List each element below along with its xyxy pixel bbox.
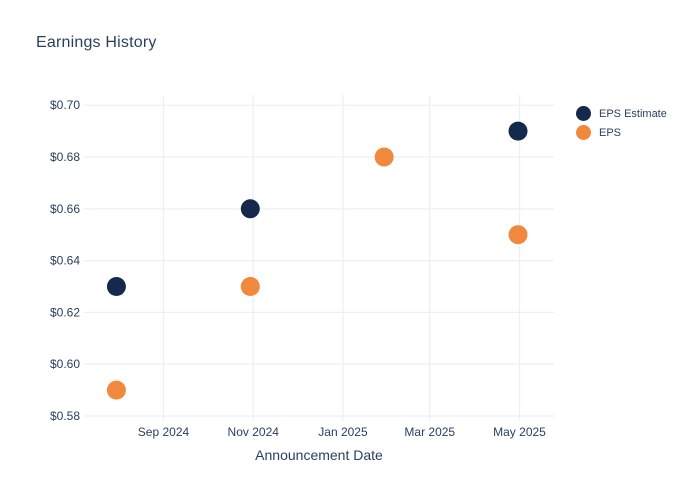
y-tick-label: $0.66 xyxy=(50,202,80,216)
x-tick-label: Sep 2024 xyxy=(138,425,190,439)
x-tick-label: May 2025 xyxy=(493,425,546,439)
data-point-eps[interactable] xyxy=(508,225,528,245)
x-axis-title: Announcement Date xyxy=(255,447,383,463)
legend-label-eps-estimate: EPS Estimate xyxy=(599,107,667,120)
y-tick-label: $0.64 xyxy=(50,254,80,268)
chart-title: Earnings History xyxy=(36,34,157,51)
data-point-eps[interactable] xyxy=(240,277,260,296)
legend-item-eps[interactable]: EPS xyxy=(576,123,667,142)
legend: EPS Estimate EPS xyxy=(576,104,667,142)
data-point-eps-estimate[interactable] xyxy=(508,121,528,141)
x-tick-label: Mar 2025 xyxy=(404,425,455,439)
y-tick-label: $0.68 xyxy=(50,150,80,164)
y-tick-label: $0.60 xyxy=(50,357,80,371)
legend-item-eps-estimate[interactable]: EPS Estimate xyxy=(576,104,667,123)
x-tick-label: Nov 2024 xyxy=(228,425,280,439)
y-tick-label: $0.70 xyxy=(50,98,80,112)
data-point-eps-estimate[interactable] xyxy=(106,277,126,296)
eps-marker-icon xyxy=(576,125,591,140)
data-point-eps[interactable] xyxy=(374,147,394,167)
x-tick-label: Jan 2025 xyxy=(318,425,368,439)
eps-estimate-marker-icon xyxy=(576,106,591,121)
data-point-eps-estimate[interactable] xyxy=(240,199,260,219)
y-tick-label: $0.58 xyxy=(50,409,80,423)
legend-label-eps: EPS xyxy=(599,126,622,139)
y-tick-label: $0.62 xyxy=(50,305,80,319)
data-point-eps[interactable] xyxy=(106,380,126,400)
